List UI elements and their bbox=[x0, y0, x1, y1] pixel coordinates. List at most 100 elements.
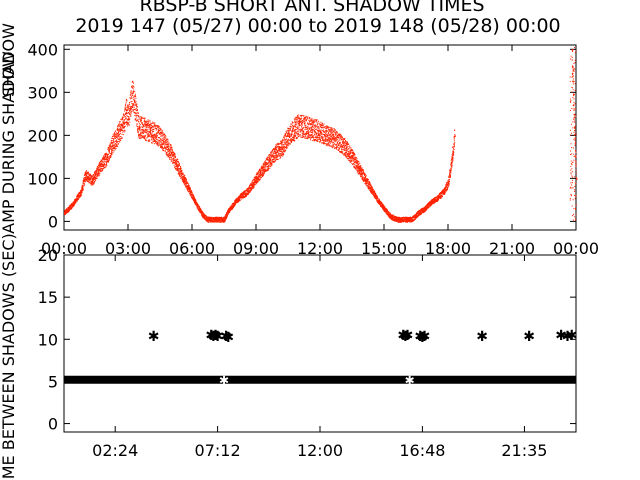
data-point bbox=[345, 142, 347, 144]
data-point bbox=[92, 183, 94, 185]
data-point bbox=[160, 145, 162, 147]
data-point bbox=[293, 126, 295, 128]
data-point bbox=[103, 158, 105, 160]
data-point bbox=[106, 158, 108, 160]
data-point bbox=[96, 168, 98, 170]
data-point bbox=[352, 153, 354, 155]
data-point bbox=[153, 130, 155, 132]
data-point bbox=[348, 151, 350, 153]
data-point bbox=[154, 143, 156, 145]
data-point bbox=[260, 171, 262, 173]
data-point bbox=[231, 205, 233, 207]
data-point bbox=[151, 126, 153, 128]
data-point bbox=[122, 127, 124, 129]
data-point bbox=[118, 141, 120, 143]
data-point bbox=[287, 145, 289, 147]
data-point bbox=[238, 200, 240, 202]
data-point bbox=[249, 189, 251, 191]
data-point bbox=[91, 175, 93, 177]
data-point bbox=[98, 164, 100, 166]
data-point bbox=[118, 131, 120, 133]
data-point bbox=[314, 139, 316, 141]
data-point bbox=[144, 117, 146, 119]
data-point bbox=[308, 127, 310, 129]
data-point bbox=[107, 158, 109, 160]
data-point bbox=[322, 124, 324, 126]
data-point bbox=[163, 140, 165, 142]
data-point bbox=[331, 147, 333, 149]
data-point bbox=[175, 158, 177, 160]
data-point bbox=[103, 165, 105, 167]
data-point bbox=[153, 138, 155, 140]
data-point bbox=[324, 136, 326, 138]
data-point bbox=[153, 122, 155, 124]
data-point bbox=[129, 118, 131, 120]
data-point bbox=[327, 138, 329, 140]
data-point bbox=[349, 149, 351, 151]
data-point bbox=[138, 116, 140, 118]
data-point bbox=[292, 130, 294, 132]
data-point bbox=[76, 200, 78, 202]
data-point bbox=[323, 140, 325, 142]
data-point bbox=[83, 180, 85, 182]
data-point bbox=[278, 154, 280, 156]
data-point bbox=[277, 158, 279, 160]
data-point bbox=[131, 86, 133, 88]
data-point bbox=[128, 107, 130, 109]
data-point bbox=[314, 139, 316, 141]
data-point bbox=[150, 128, 152, 130]
data-point bbox=[83, 185, 85, 187]
data-point bbox=[97, 169, 99, 171]
data-point bbox=[147, 123, 149, 125]
data-point bbox=[356, 162, 358, 164]
data-point bbox=[187, 189, 189, 191]
data-point bbox=[149, 120, 151, 122]
data-point bbox=[98, 171, 100, 173]
data-point bbox=[178, 172, 180, 174]
data-point bbox=[128, 124, 130, 126]
data-point bbox=[342, 151, 344, 153]
data-point bbox=[146, 125, 148, 127]
data-point bbox=[340, 146, 342, 148]
data-point bbox=[96, 171, 98, 173]
data-point bbox=[86, 173, 88, 175]
data-point bbox=[330, 127, 332, 129]
data-point bbox=[327, 143, 329, 145]
data-point bbox=[349, 150, 351, 152]
data-point bbox=[258, 176, 260, 178]
data-point bbox=[127, 104, 129, 106]
data-point bbox=[131, 100, 133, 102]
data-point bbox=[314, 127, 316, 129]
data-point bbox=[333, 146, 335, 148]
data-point bbox=[258, 179, 260, 181]
data-point bbox=[247, 187, 249, 189]
data-point bbox=[118, 138, 120, 140]
data-point bbox=[126, 121, 128, 123]
data-point bbox=[316, 123, 318, 125]
data-point bbox=[126, 112, 128, 114]
data-point bbox=[131, 85, 133, 87]
x-tick-label: 15:00 bbox=[361, 239, 407, 258]
data-point bbox=[174, 156, 176, 158]
data-point bbox=[260, 173, 262, 175]
data-point bbox=[251, 187, 253, 189]
data-point bbox=[189, 193, 191, 195]
data-point bbox=[172, 161, 174, 163]
data-point bbox=[137, 132, 139, 134]
data-point bbox=[265, 160, 267, 162]
data-point bbox=[92, 182, 94, 184]
data-point bbox=[216, 220, 218, 222]
data-point bbox=[278, 149, 280, 151]
data-point bbox=[318, 133, 320, 135]
data-point bbox=[330, 140, 332, 142]
y-tick-label: 400 bbox=[27, 40, 58, 59]
data-point bbox=[329, 142, 331, 144]
data-point bbox=[345, 154, 347, 156]
data-point bbox=[325, 126, 327, 128]
data-point bbox=[339, 143, 341, 145]
data-point bbox=[121, 123, 123, 125]
data-point bbox=[306, 118, 308, 120]
data-point bbox=[342, 139, 344, 141]
data-point bbox=[341, 147, 343, 149]
data-point bbox=[92, 182, 94, 184]
